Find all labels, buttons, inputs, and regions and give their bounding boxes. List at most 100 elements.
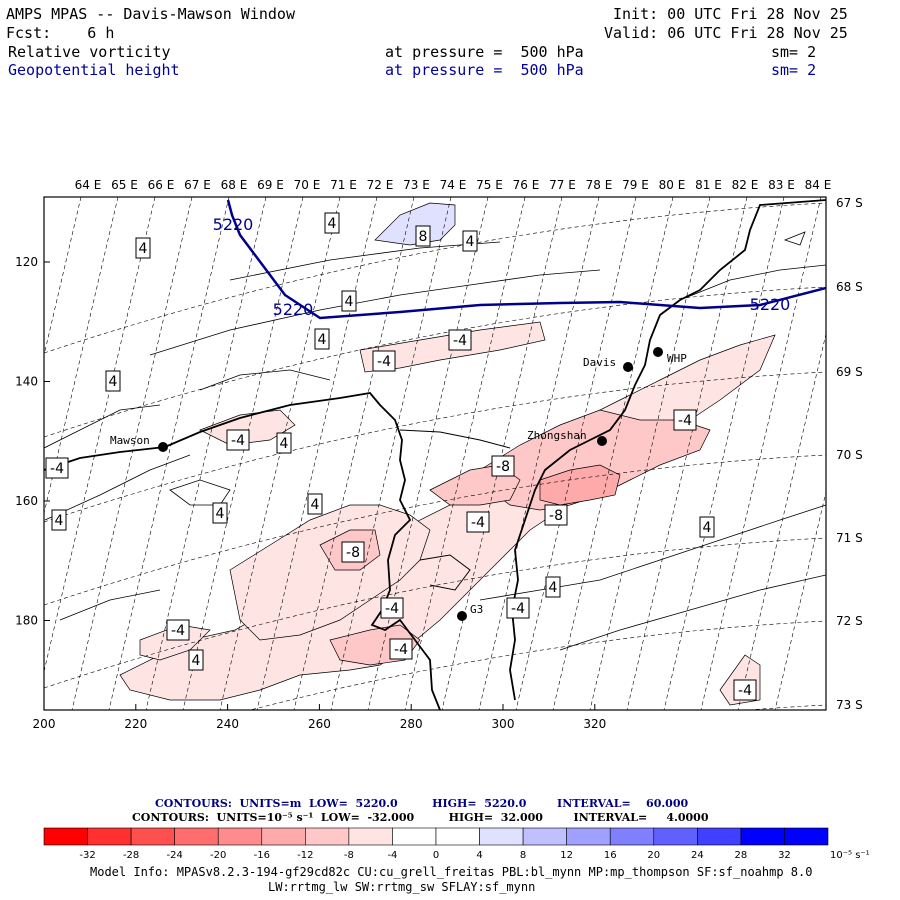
vorticity-value-label: 4: [328, 216, 337, 232]
vorticity-value-label: 4: [703, 520, 712, 536]
station-label: Mawson: [110, 434, 150, 447]
vorticity-value-label: 4: [109, 374, 118, 390]
lon-label: 74 E: [440, 178, 467, 192]
lat-label: 69 S: [836, 365, 863, 379]
x-tick-label: 260: [308, 717, 331, 731]
vorticity-value-label: 4: [55, 513, 64, 529]
colorbar-label: -8: [344, 850, 354, 861]
lat-label: 71 S: [836, 531, 863, 545]
x-tick-label: 320: [583, 717, 606, 731]
lon-label: 83 E: [768, 178, 795, 192]
lon-label: 69 E: [257, 178, 284, 192]
lon-label: 73 E: [403, 178, 430, 192]
vorticity-value-label: 4: [466, 234, 475, 250]
vorticity-value-label: -4: [385, 601, 399, 617]
lon-label: 65 E: [111, 178, 138, 192]
colorbar-bin: [217, 827, 263, 846]
vorticity-value-label: 4: [318, 332, 327, 348]
lon-label: 77 E: [549, 178, 576, 192]
colorbar-bin: [566, 827, 611, 846]
colorbar-bin: [305, 827, 350, 846]
station-marker: [623, 362, 633, 372]
colorbar-label: -28: [123, 850, 139, 861]
y-tick-label: 120: [15, 255, 38, 269]
vorticity-value-label: 4: [549, 580, 558, 596]
station-label: Zhongshan: [527, 429, 587, 442]
lon-label: 78 E: [586, 178, 613, 192]
vorticity-value-label: -4: [678, 413, 692, 429]
height-labels: 5220 5220 5220: [213, 215, 791, 319]
geopotential-height-contour: [226, 199, 826, 320]
lon-label: 66 E: [148, 178, 175, 192]
colorbar-label: -24: [166, 850, 182, 861]
forecast-hour: Fcst: 6 h: [6, 24, 115, 42]
lon-label: 84 E: [805, 178, 832, 192]
coastline-east: [509, 199, 826, 701]
colorbar-bin: [697, 827, 742, 846]
height-value-label: 5220: [750, 295, 791, 314]
x-tick-label: 220: [124, 717, 147, 731]
vorticity-labels: 4 4 8 4 4 4 -4 -4 4 -4 4 -4 4 4 4 -8 -4 -8 -8 -4 4 4 -4 -4 -4 4 -4…: [45, 212, 757, 701]
colorbar-label: 32: [778, 850, 791, 861]
colorbar-bin: [740, 827, 785, 846]
colorbar-label: -16: [254, 850, 270, 861]
colorbar-unit: 10⁻⁵ s⁻¹: [830, 850, 870, 861]
colorbar-bin: [653, 827, 698, 846]
colorbar-label: 28: [735, 850, 748, 861]
colorbar-bin: [522, 827, 567, 846]
lon-label: 80 E: [659, 178, 686, 192]
lon-label: 75 E: [476, 178, 503, 192]
lon-label: 71 E: [330, 178, 357, 192]
colorbar-bin: [784, 827, 829, 846]
height-contour-info: CONTOURS: UNITS=m LOW= 5220.0 HIGH= 5220…: [155, 797, 689, 810]
vorticity-value-label: -4: [171, 623, 185, 639]
vorticity-value-label: -4: [231, 433, 245, 449]
colorbar-bin: [609, 827, 655, 846]
field2-level: at pressure = 500 hPa: [385, 61, 584, 79]
colorbar-label: 16: [604, 850, 617, 861]
vorticity-shading: [119, 202, 776, 706]
colorbar-bin: [43, 827, 88, 846]
map-plot-area: 4 4 8 4 4 4 -4 -4 4 -4 4 -4 4 4 4 -8 -4 -8 -8 -4 4 4 -4 -4 -4 4 -4…: [44, 197, 826, 710]
colorbar-bin: [87, 827, 132, 846]
station-label: G3: [470, 603, 483, 616]
lon-label: 81 E: [695, 178, 722, 192]
valid-time: Valid: 06 UTC Fri 28 Nov 25: [604, 24, 848, 42]
vorticity-value-label: 4: [280, 436, 289, 452]
station-label: Davis: [583, 356, 616, 369]
model-info-physics: LW:rrtmg_lw SW:rrtmg_sw SFLAY:sf_mynn: [268, 880, 536, 894]
lon-label: 76 E: [513, 178, 540, 192]
coastline: [44, 392, 441, 710]
x-tick-label: 280: [400, 717, 423, 731]
lat-label: 72 S: [836, 614, 863, 628]
station-label: WHP: [667, 352, 687, 365]
colorbar-bin: [392, 827, 437, 846]
lon-label: 70 E: [294, 178, 321, 192]
vorticity-value-label: -8: [549, 508, 563, 524]
colorbar-label: -4: [387, 850, 397, 861]
colorbar-bin: [174, 827, 219, 846]
colorbar-label: -12: [297, 850, 313, 861]
lon-label: 68 E: [221, 178, 248, 192]
colorbar-bin: [130, 827, 175, 846]
vorticity-value-label: 4: [139, 241, 148, 257]
vorticity-value-label: -8: [346, 545, 360, 561]
station-marker: [597, 436, 607, 446]
y-tick-label: 160: [15, 494, 38, 508]
colorbar-label: 4: [476, 850, 482, 861]
vorticity-value-label: -4: [453, 333, 467, 349]
stations: Mawson Davis WHP Zhongshan G3: [110, 347, 687, 621]
station-marker: [457, 611, 467, 621]
colorbar: -32 -28 -24 -20 -16 -12 -8 -4 0 4 8 12 16 20 24 28 32 10⁻…: [43, 827, 870, 861]
init-time: Init: 00 UTC Fri 28 Nov 25: [613, 5, 848, 23]
lon-label: 64 E: [75, 178, 102, 192]
colorbar-label: -20: [210, 850, 226, 861]
lat-label: 68 S: [836, 280, 863, 294]
y-tick-label: 180: [15, 614, 38, 628]
vorticity-value-label: -4: [377, 354, 391, 370]
lat-label: 67 S: [836, 196, 863, 210]
vorticity-contours: [44, 231, 826, 651]
colorbar-bin: [348, 827, 393, 846]
vorticity-value-label: 8: [419, 229, 428, 245]
